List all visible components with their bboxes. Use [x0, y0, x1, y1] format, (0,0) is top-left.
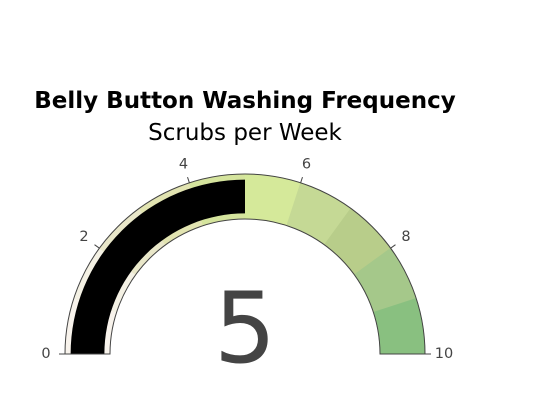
gauge-value-bar: [70, 179, 245, 354]
gauge-value: 5: [214, 272, 276, 386]
chart-subtitle: Scrubs per Week: [148, 120, 342, 146]
gauge-outline: [64, 173, 426, 355]
gauge-tick-label-10: 10: [435, 346, 453, 362]
gauge-tick-mark-8: [390, 244, 396, 249]
chart-title: Belly Button Washing Frequency: [34, 88, 455, 114]
gauge-bar-layer: [70, 179, 245, 354]
gauge-tick-label-6: 6: [302, 157, 311, 173]
gauge-tick-label-8: 8: [401, 229, 410, 245]
gauge-tick-mark-6: [300, 176, 303, 183]
gauge-ticks: 0 2 4 6 8 10: [41, 157, 453, 362]
gauge-tick-label-2: 2: [79, 229, 88, 245]
gauge-tick-mark-2: [94, 244, 100, 249]
gauge-tick-mark-4: [187, 176, 190, 183]
gauge-tick-label-4: 4: [179, 157, 188, 173]
gauge-tick-label-0: 0: [41, 346, 50, 362]
